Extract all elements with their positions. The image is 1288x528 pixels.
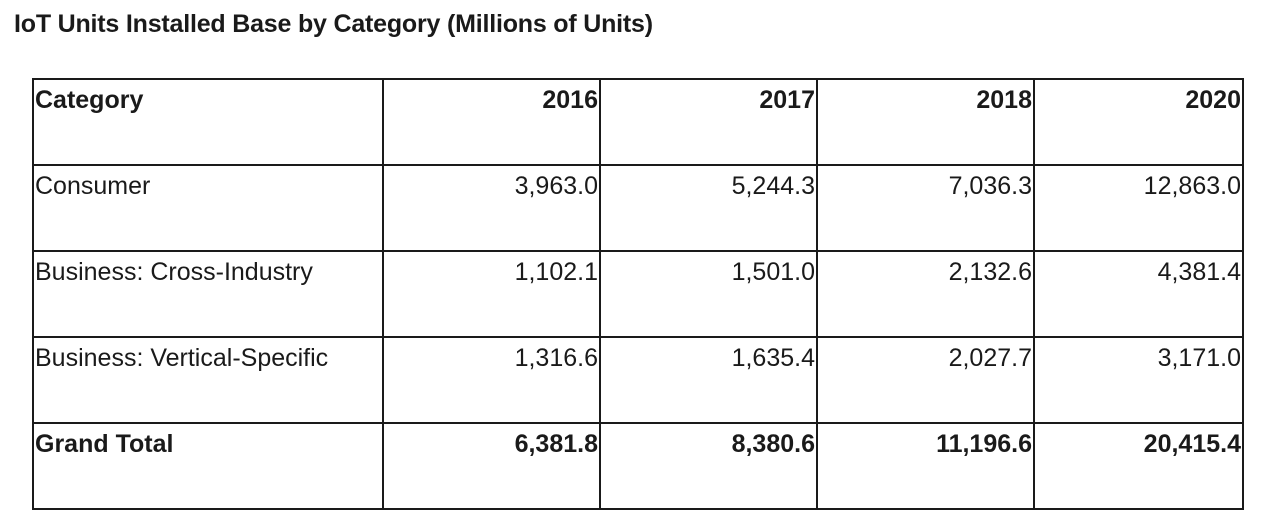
cell-2016: 1,316.6 xyxy=(382,336,601,424)
cell-2017: 1,501.0 xyxy=(599,250,818,338)
cell-2018: 7,036.3 xyxy=(816,164,1035,252)
cell-2016: 3,963.0 xyxy=(382,164,601,252)
table-row-consumer: Consumer 3,963.0 5,244.3 7,036.3 12,863.… xyxy=(32,164,1244,252)
cell-2017: 8,380.6 xyxy=(599,422,818,510)
column-header-2017: 2017 xyxy=(599,78,818,166)
cell-2017: 5,244.3 xyxy=(599,164,818,252)
cell-2020: 3,171.0 xyxy=(1033,336,1244,424)
table-row-vertical-specific: Business: Vertical-Specific 1,316.6 1,63… xyxy=(32,336,1244,424)
cell-2018: 11,196.6 xyxy=(816,422,1035,510)
cell-2016: 1,102.1 xyxy=(382,250,601,338)
cell-2016: 6,381.8 xyxy=(382,422,601,510)
column-header-category: Category xyxy=(32,78,384,166)
column-header-2016: 2016 xyxy=(382,78,601,166)
cell-2020: 20,415.4 xyxy=(1033,422,1244,510)
row-label: Grand Total xyxy=(32,422,384,510)
header-row: Category 2016 2017 2018 2020 xyxy=(32,78,1244,166)
row-label: Business: Vertical-Specific xyxy=(32,336,384,424)
row-label: Business: Cross-Industry xyxy=(32,250,384,338)
cell-2017: 1,635.4 xyxy=(599,336,818,424)
table-row-grand-total: Grand Total 6,381.8 8,380.6 11,196.6 20,… xyxy=(32,422,1244,510)
column-header-2020: 2020 xyxy=(1033,78,1244,166)
cell-2020: 4,381.4 xyxy=(1033,250,1244,338)
column-header-2018: 2018 xyxy=(816,78,1035,166)
cell-2018: 2,132.6 xyxy=(816,250,1035,338)
row-label: Consumer xyxy=(32,164,384,252)
cell-2018: 2,027.7 xyxy=(816,336,1035,424)
table-title: IoT Units Installed Base by Category (Mi… xyxy=(14,10,653,38)
data-table: Category 2016 2017 2018 2020 Consumer 3,… xyxy=(32,78,1244,510)
cell-2020: 12,863.0 xyxy=(1033,164,1244,252)
table-row-cross-industry: Business: Cross-Industry 1,102.1 1,501.0… xyxy=(32,250,1244,338)
